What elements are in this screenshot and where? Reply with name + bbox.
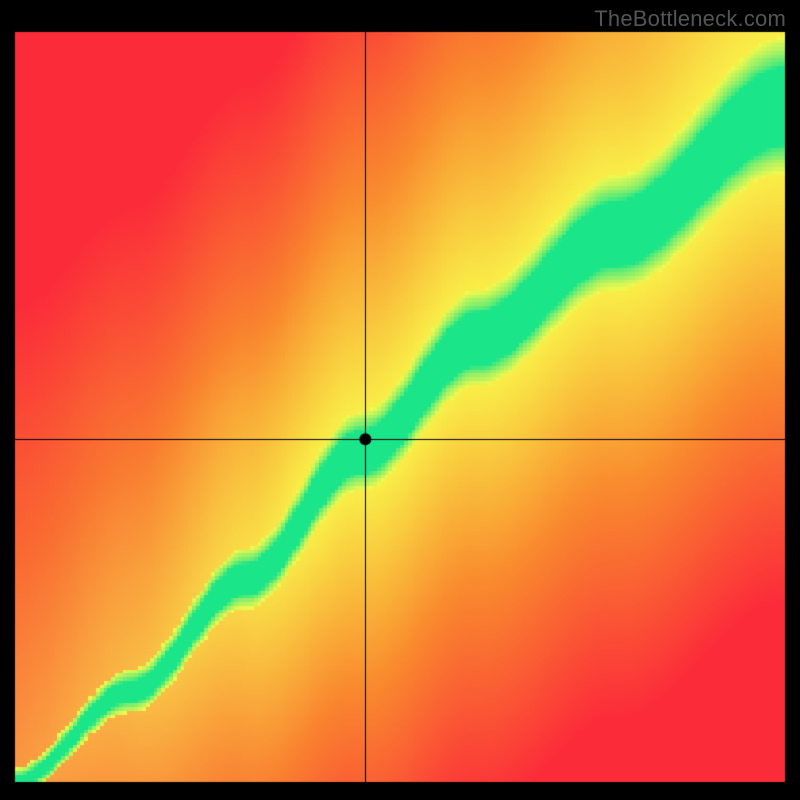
heatmap-canvas [0, 0, 800, 800]
watermark-text: TheBottleneck.com [594, 6, 786, 32]
chart-container: TheBottleneck.com [0, 0, 800, 800]
